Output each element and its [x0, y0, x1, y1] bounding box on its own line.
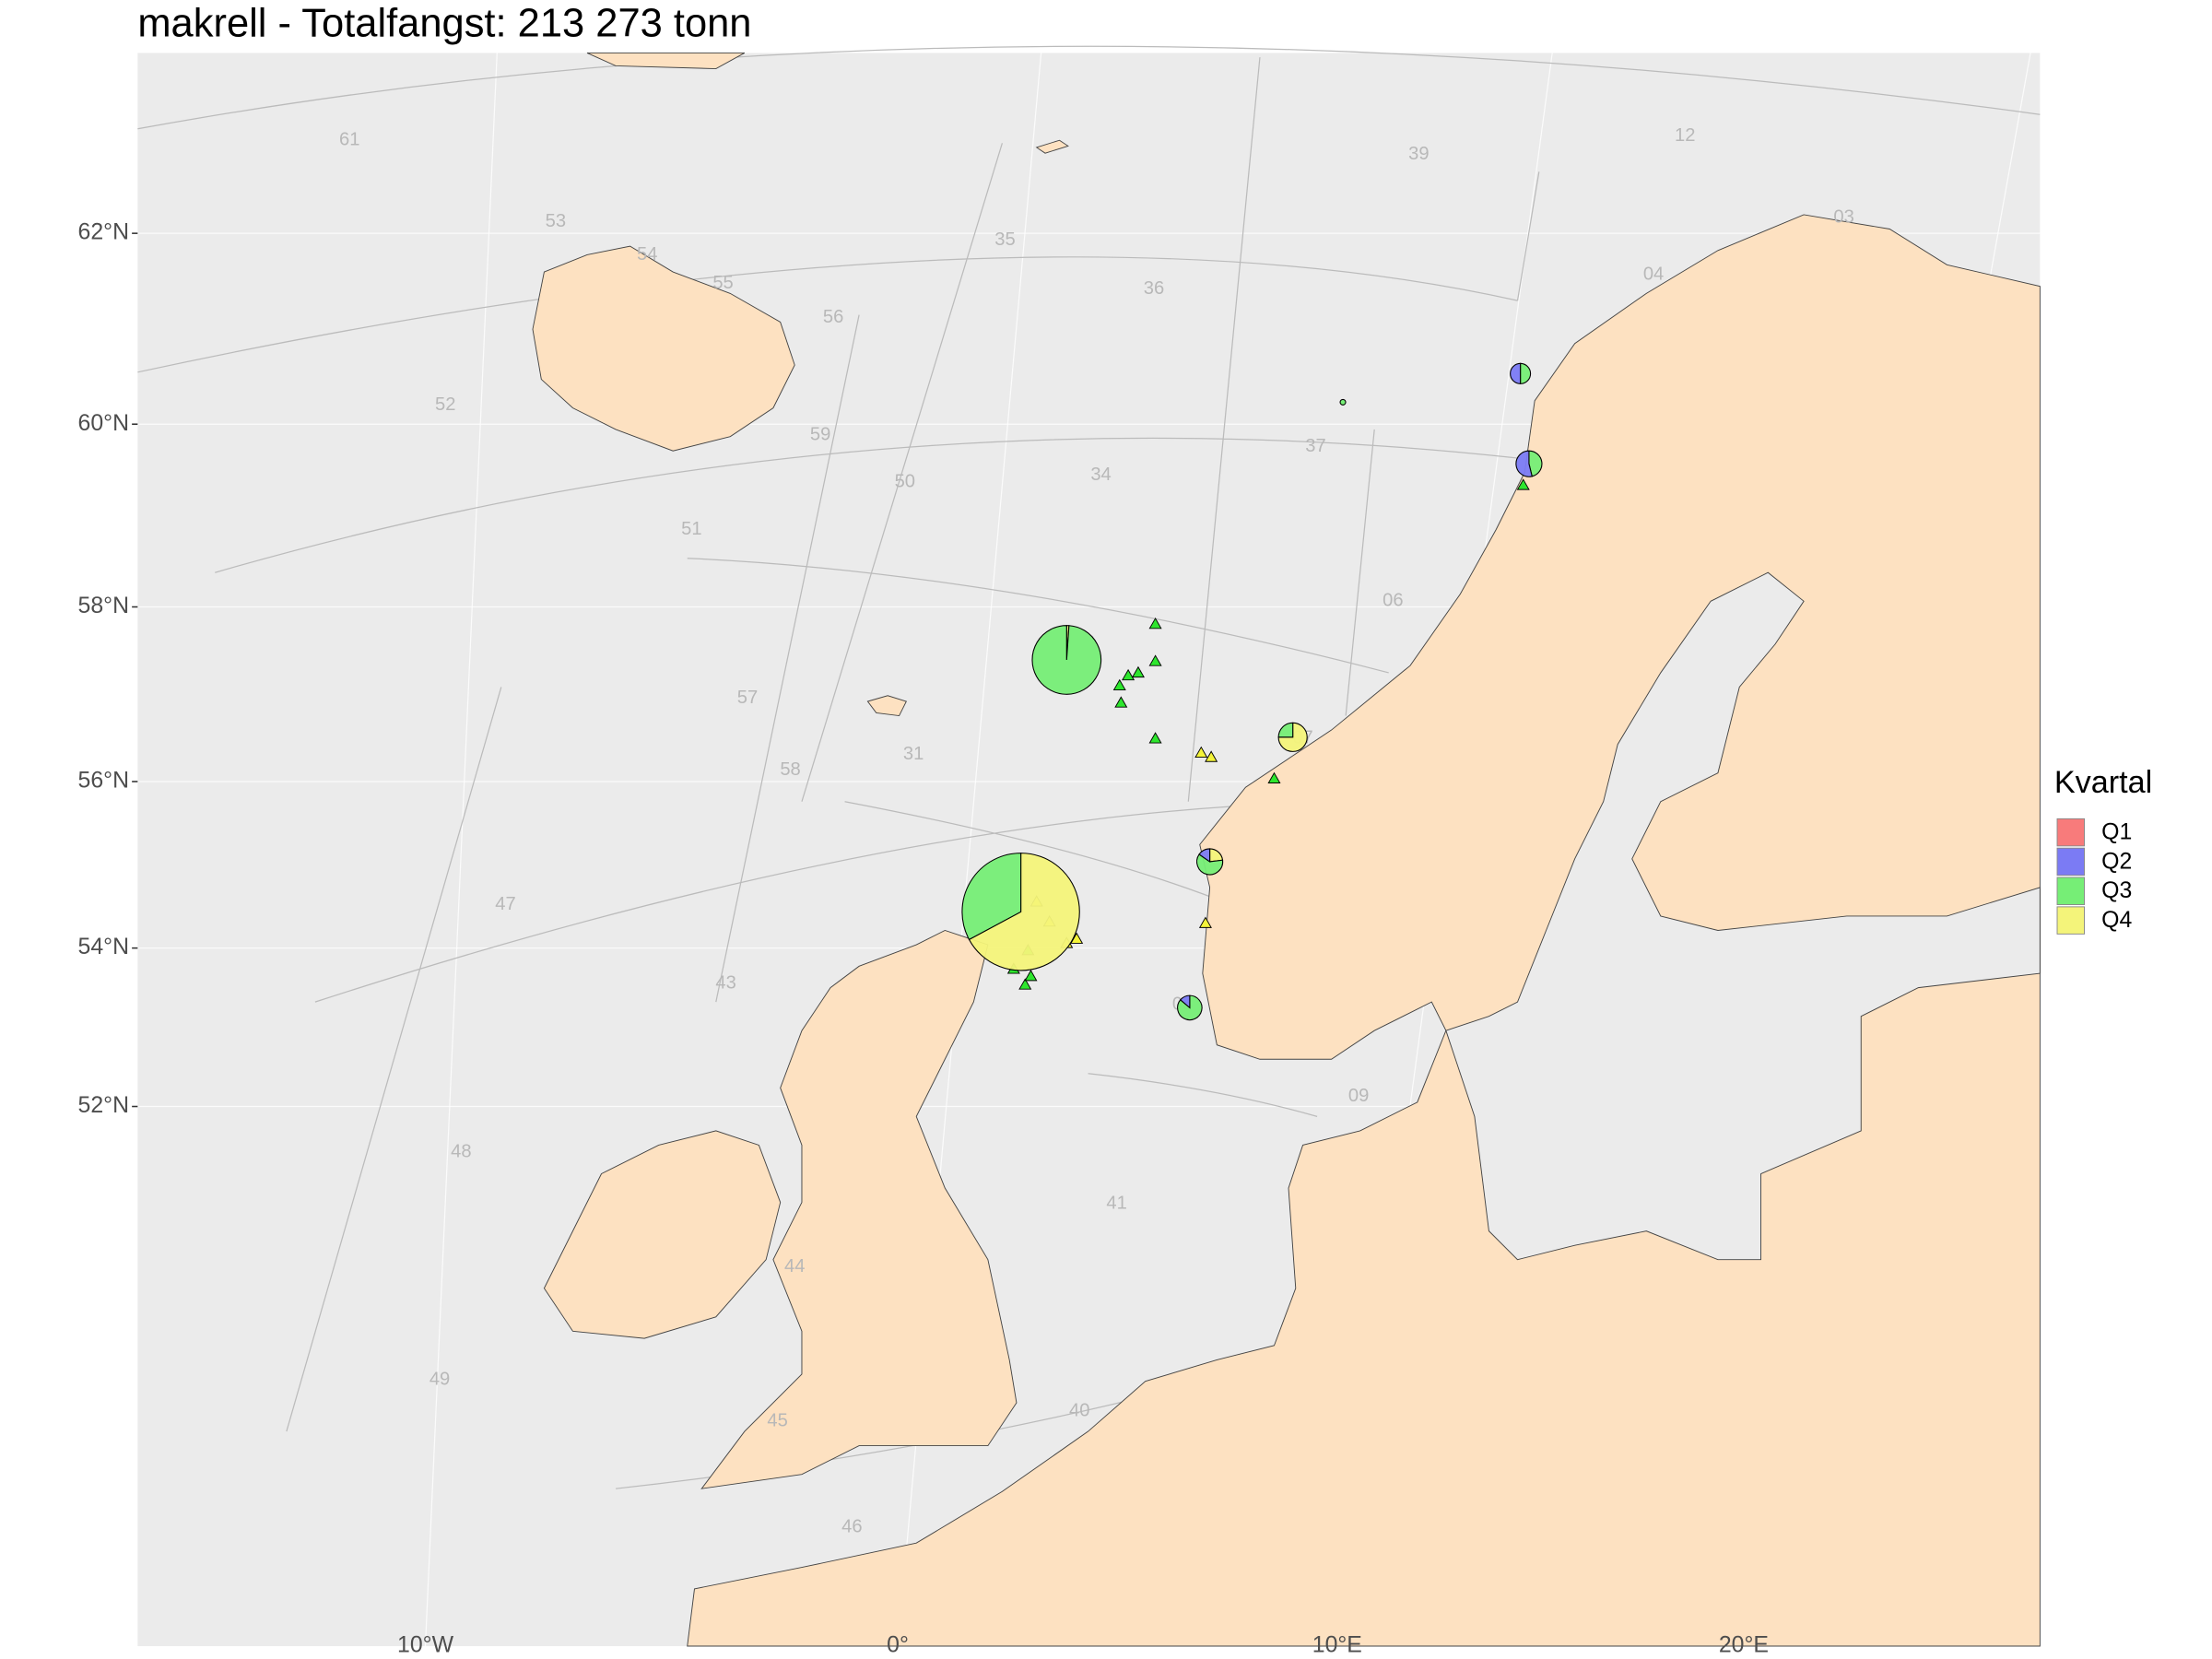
area-label: 31	[903, 744, 924, 764]
pie-slice	[1528, 450, 1543, 477]
area-label: 34	[1090, 465, 1111, 485]
y-tick-label: 54°N	[78, 935, 129, 959]
area-label: 56	[823, 307, 843, 327]
legend-label: Q2	[2101, 849, 2132, 874]
pie-slice	[1277, 722, 1294, 738]
y-tick-label: 52°N	[78, 1093, 129, 1118]
pie-slice	[1031, 625, 1102, 695]
iceland	[532, 245, 795, 452]
legend: Kvartal Q1 Q2 Q3 Q4	[2054, 765, 2152, 935]
pies	[961, 362, 1543, 1021]
axes: 62°N 60°N 58°N 56°N 54°N 52°N 10°W 0° 10°E 20°E	[78, 220, 1769, 1658]
pie	[1031, 625, 1102, 695]
pie-slice	[1198, 848, 1211, 863]
legend-title: Kvartal	[2054, 765, 2152, 800]
x-tick-label: 10°W	[397, 1633, 454, 1658]
pie-slice	[1339, 398, 1347, 406]
pie-slice	[1510, 362, 1522, 384]
area-label: 37	[1305, 436, 1325, 456]
area-label: 46	[841, 1516, 862, 1536]
area-label: 58	[780, 759, 800, 780]
pie-slice	[1196, 853, 1224, 876]
land	[532, 52, 2041, 1647]
legend-label: Q4	[2101, 908, 2132, 933]
area-label: 45	[767, 1411, 787, 1431]
legend-key	[2056, 847, 2085, 877]
pie-slice	[1277, 722, 1308, 752]
area-label: 54	[637, 244, 657, 265]
area-label: 06	[1382, 591, 1403, 611]
y-tick-label: 56°N	[78, 769, 129, 794]
area-label: 09	[1348, 1086, 1369, 1106]
area-label: 41	[1106, 1193, 1126, 1213]
pie-slice	[961, 853, 1022, 941]
area-label: 44	[784, 1256, 805, 1277]
area-label: 04	[1643, 265, 1664, 285]
great-britain	[700, 929, 1018, 1489]
ireland	[543, 1130, 782, 1339]
area-label: 61	[339, 130, 359, 150]
area-label: 55	[712, 273, 733, 293]
area-label: 47	[495, 894, 515, 914]
x-tick-label: 20°E	[1719, 1633, 1769, 1658]
area-label: 40	[1069, 1401, 1089, 1421]
greenland-edge	[586, 52, 746, 70]
legend-key	[2056, 877, 2085, 906]
scandinavia-europe	[687, 214, 2041, 1647]
area-label: 59	[810, 424, 830, 444]
area-label: 48	[451, 1142, 471, 1162]
pie	[1339, 398, 1347, 406]
area-label: 53	[546, 211, 566, 231]
map-title: makrell - Totalfangst: 213 273 tonn	[137, 1, 751, 45]
area-label: 12	[1675, 125, 1695, 146]
area-labels: 61 53 54 55 56 52 59 50 51 35 36 34 39 12 03 04 37 06 57 58…	[339, 125, 1854, 1537]
pie	[1177, 994, 1203, 1021]
pie	[1196, 848, 1224, 876]
x-tick-label: 10°E	[1312, 1633, 1362, 1658]
area-label: 35	[994, 229, 1015, 250]
grid-line	[424, 53, 498, 1647]
pie-slice	[1520, 362, 1531, 384]
y-tick-label: 60°N	[78, 411, 129, 436]
area-label: 51	[681, 519, 701, 539]
y-tick-label: 62°N	[78, 220, 129, 245]
pie	[1510, 362, 1531, 384]
pie-slice	[1179, 994, 1191, 1009]
legend-label: Q3	[2101, 878, 2132, 903]
faroe	[866, 695, 908, 717]
jan-mayen	[1035, 139, 1069, 154]
legend-label: Q1	[2101, 819, 2132, 844]
area-label: 36	[1144, 278, 1164, 299]
area-label: 39	[1408, 144, 1429, 164]
area-label: 57	[737, 688, 758, 708]
area-label: 43	[715, 972, 735, 993]
pie-slice	[1515, 450, 1533, 477]
pie	[1515, 450, 1543, 477]
legend-key	[2056, 906, 2085, 935]
area-label: 03	[1833, 206, 1853, 227]
pie-slice	[968, 853, 1080, 971]
pie	[1277, 722, 1308, 752]
baltic	[1445, 571, 2041, 1261]
pie	[961, 853, 1080, 971]
x-tick-label: 0°	[887, 1633, 909, 1658]
area-label: 49	[429, 1369, 450, 1389]
area-label: 52	[435, 394, 455, 415]
y-tick-label: 58°N	[78, 594, 129, 618]
area-label: 50	[895, 472, 915, 492]
legend-key	[2056, 818, 2085, 847]
